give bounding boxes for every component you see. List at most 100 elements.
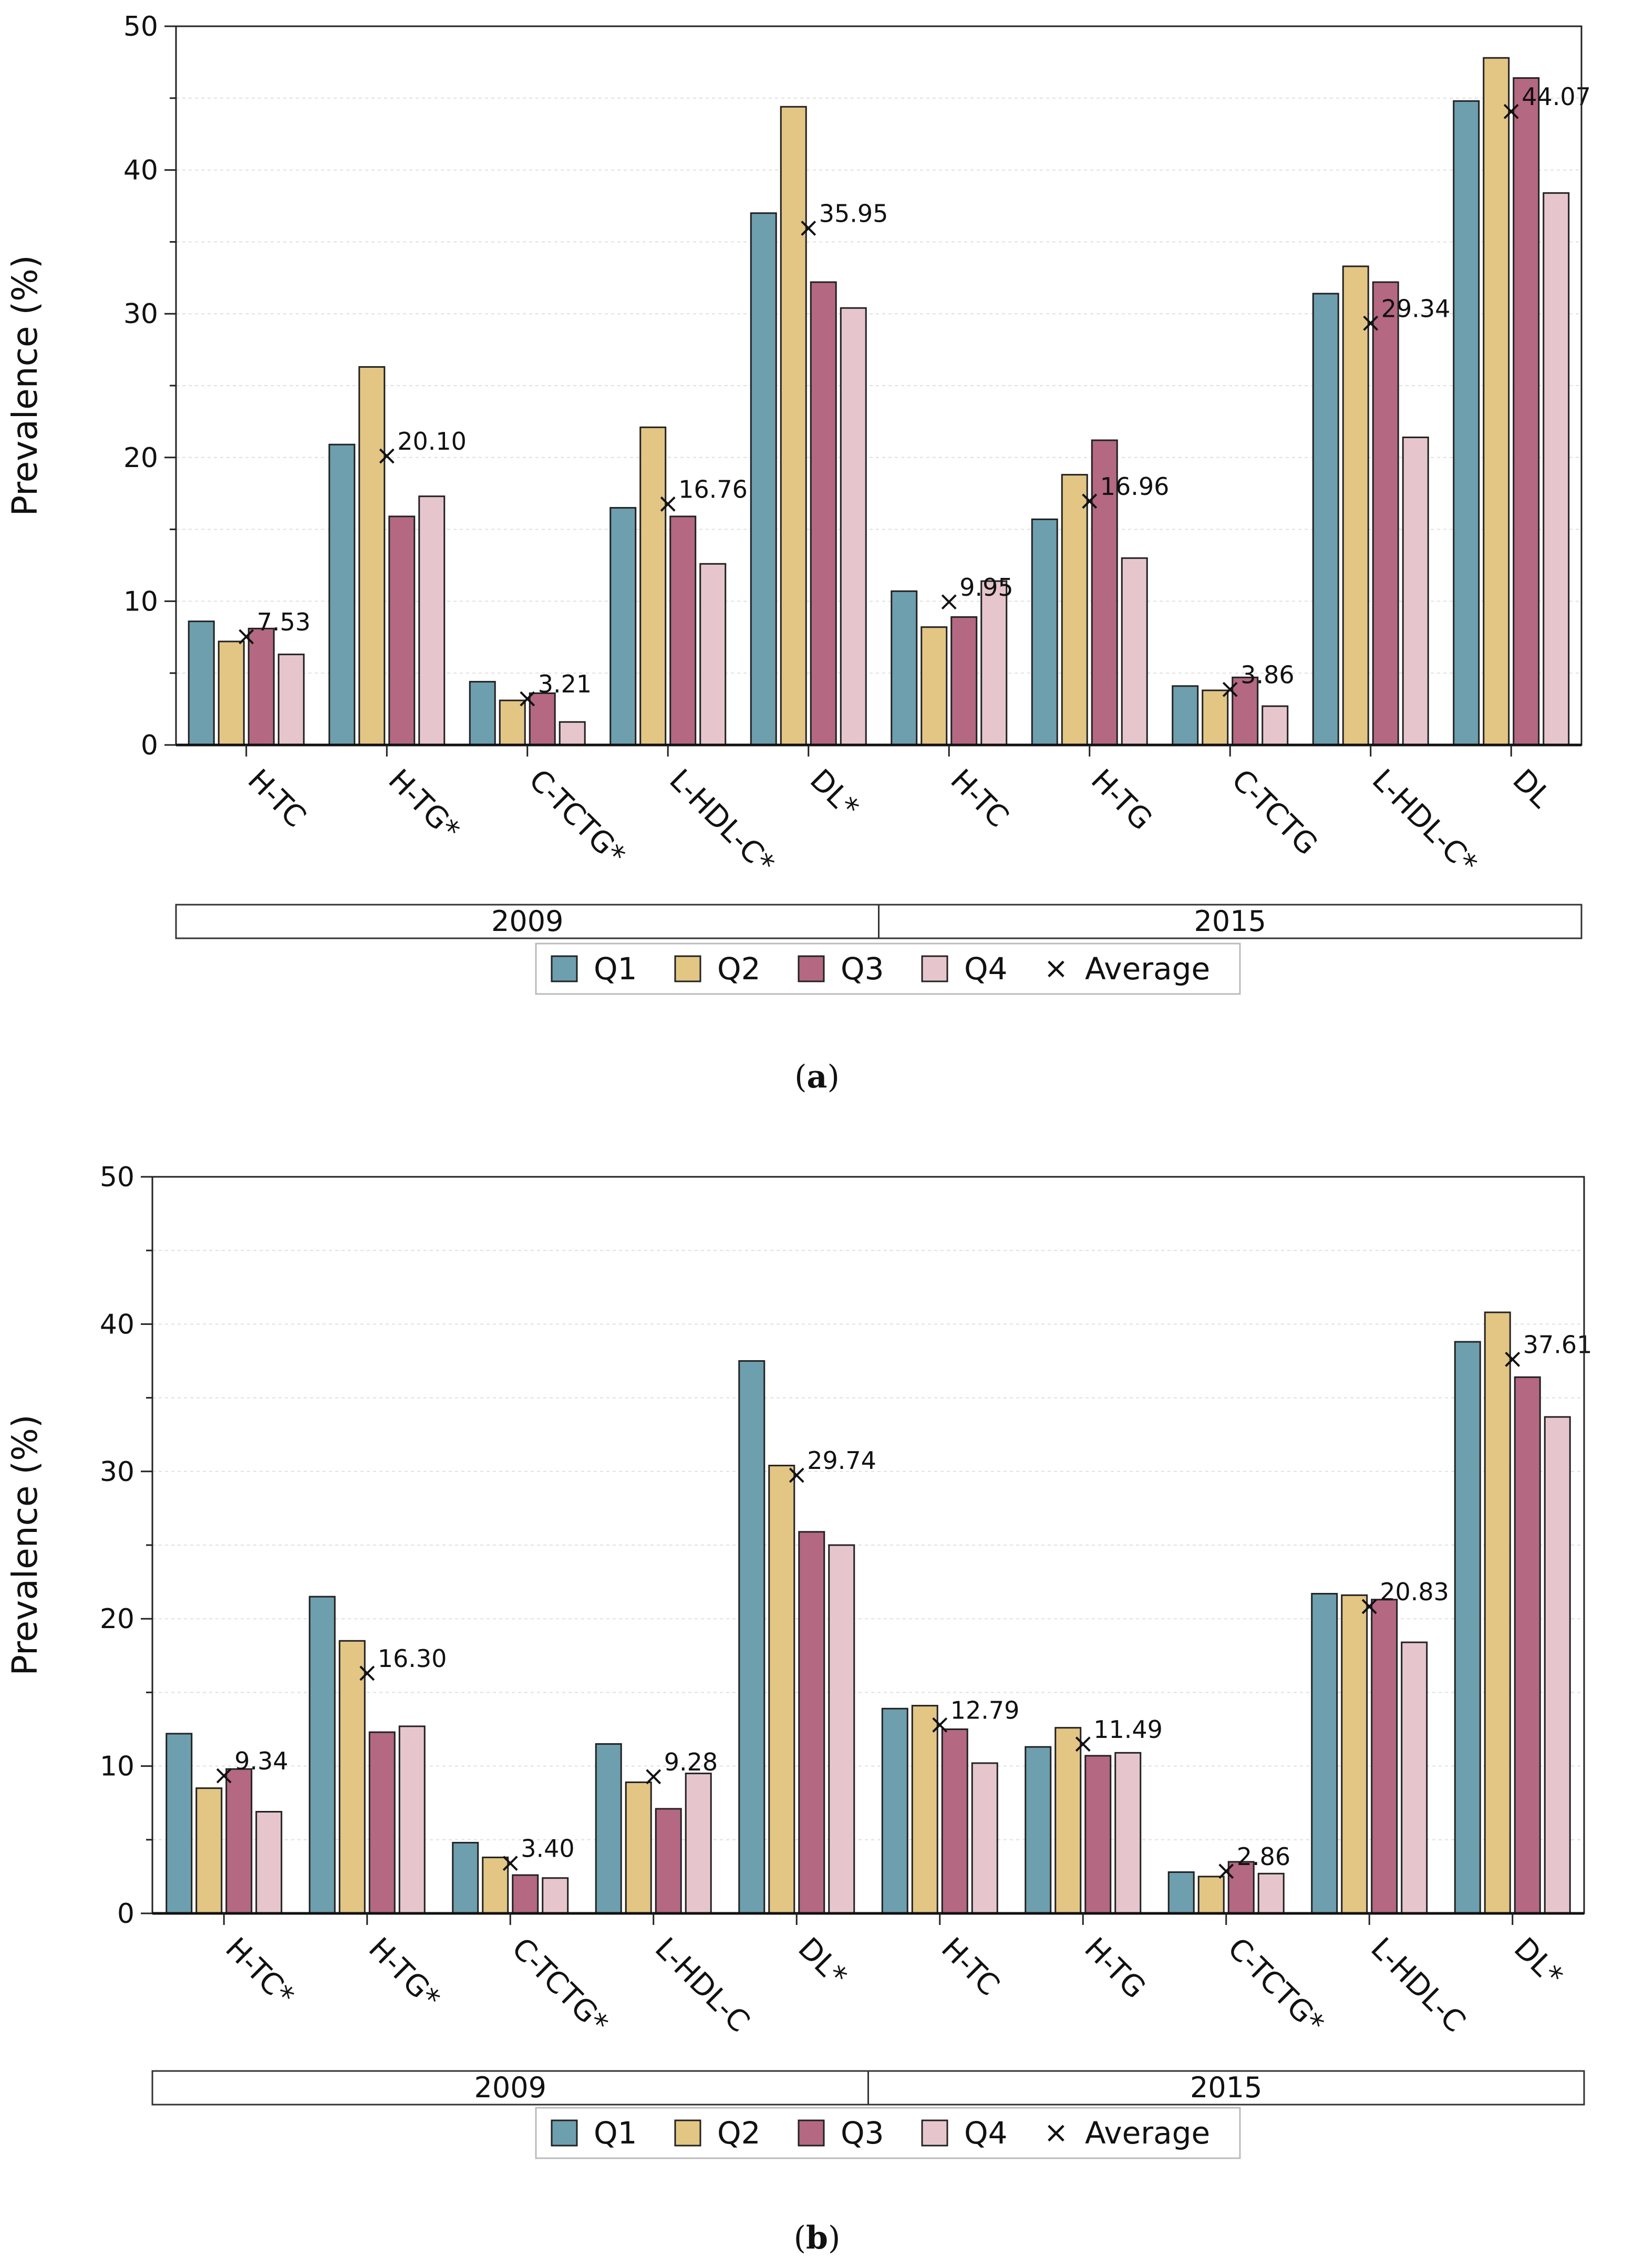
- y-tick-label-5: 50: [123, 11, 158, 43]
- x-tick-label-0: H-TC: [241, 763, 313, 834]
- bar-q1-5: [891, 590, 918, 746]
- x-tick-label-9: DL*: [1507, 1931, 1569, 1993]
- average-marker-3: [646, 1769, 661, 1785]
- average-marker-5: [932, 1717, 948, 1733]
- panel-b: 9.34 16.30 3.40 9.28 29.74 12.79 11.49 2.86 20.8…: [0, 1135, 1634, 2268]
- bar-q2-3: [639, 426, 667, 746]
- group-box-1: [867, 2070, 1585, 2106]
- bar-q1-4: [738, 1360, 766, 1914]
- average-marker-7: [1222, 681, 1238, 697]
- caption-close: ): [828, 2220, 840, 2256]
- x-tick-label-3: L-HDL-C*: [663, 763, 781, 881]
- bar-q2-7: [1202, 689, 1229, 746]
- caption-close: ): [827, 1059, 839, 1095]
- bar-q2-6: [1061, 474, 1088, 746]
- bar-q4-3: [685, 1773, 712, 1914]
- caption-letter: a: [807, 1059, 828, 1095]
- bar-q4-4: [828, 1544, 855, 1914]
- legend-label-q4: Q4: [964, 2115, 1008, 2151]
- bar-q2-4: [768, 1465, 795, 1914]
- x-tick-label-7: C-TCTG: [1225, 763, 1324, 862]
- bar-q2-4: [780, 106, 807, 746]
- bar-q1-0: [188, 620, 215, 746]
- bar-q1-1: [328, 443, 356, 746]
- bar-q1-8: [1311, 1593, 1338, 1914]
- average-label-0: 9.34: [234, 1747, 288, 1775]
- average-marker-8: [1361, 1599, 1377, 1614]
- bar-q3-8: [1372, 281, 1399, 746]
- bar-q4-5: [980, 580, 1008, 746]
- bar-q3-0: [225, 1768, 253, 1914]
- bar-q4-2: [559, 721, 586, 746]
- average-label-6: 11.49: [1093, 1715, 1163, 1744]
- average-marker-8: [1363, 315, 1379, 331]
- bar-q2-9: [1483, 57, 1510, 746]
- bar-q4-3: [699, 563, 727, 746]
- bar-q3-4: [810, 281, 837, 746]
- bar-q4-5: [971, 1762, 998, 1914]
- y-tick-label-1: 10: [100, 1751, 135, 1783]
- average-marker-9: [1503, 103, 1519, 119]
- y-tick-label-4: 40: [123, 155, 158, 187]
- group-label-0: 2009: [491, 905, 563, 938]
- average-marker-1: [359, 1665, 375, 1681]
- legend-swatch-q1: [551, 2119, 578, 2147]
- bar-q3-2: [529, 692, 556, 746]
- bar-q1-2: [452, 1841, 479, 1914]
- average-label-8: 20.83: [1380, 1578, 1449, 1606]
- bar-q1-9: [1454, 1341, 1481, 1914]
- average-marker-6: [1075, 1736, 1091, 1752]
- y-tick-label-4: 40: [100, 1309, 135, 1340]
- panel-caption: (a): [794, 1059, 840, 1095]
- y-tick-label-5: 50: [100, 1162, 135, 1193]
- bar-q3-8: [1371, 1599, 1398, 1914]
- bar-q3-3: [655, 1808, 682, 1914]
- bar-q3-1: [368, 1731, 396, 1914]
- panel-a: 7.53 20.10 3.21 16.76 35.95 9.95 16.96 3.86 29.3…: [5, 11, 1591, 1095]
- bar-q1-7: [1167, 1871, 1195, 1914]
- bar-q2-5: [911, 1705, 938, 1914]
- x-tick-label-5: H-TC: [935, 1931, 1006, 2003]
- bar-q1-3: [595, 1743, 622, 1914]
- average-label-6: 16.96: [1100, 472, 1170, 501]
- x-tick-label-1: H-TG*: [381, 763, 466, 847]
- legend-box: [535, 2107, 1241, 2159]
- bar-q4-7: [1261, 705, 1289, 746]
- y-tick-label-0: 0: [141, 730, 158, 761]
- average-label-5: 12.79: [950, 1696, 1020, 1724]
- bar-q1-6: [1025, 1746, 1052, 1914]
- bar-q1-9: [1453, 100, 1480, 746]
- bar-q4-0: [255, 1811, 283, 1914]
- y-axis-label: Prevalence (%): [5, 255, 45, 516]
- bar-q3-4: [798, 1531, 825, 1914]
- average-marker-9: [1505, 1352, 1521, 1367]
- bar-q1-0: [166, 1733, 193, 1914]
- average-label-7: 3.86: [1240, 660, 1294, 689]
- average-marker-7: [1218, 1863, 1234, 1879]
- bar-q4-8: [1401, 1641, 1428, 1914]
- bar-q4-2: [542, 1877, 569, 1914]
- group-label-0: 2009: [474, 2071, 546, 2104]
- legend-label-q1: Q1: [594, 2115, 637, 2151]
- legend-label-q3: Q3: [841, 2115, 884, 2151]
- bar-q4-8: [1402, 436, 1429, 746]
- bar-q2-2: [499, 699, 526, 746]
- caption-open: (: [794, 2220, 806, 2256]
- legend-swatch-q2: [674, 2119, 701, 2147]
- average-marker-0: [239, 629, 254, 645]
- average-marker-4: [789, 1467, 804, 1483]
- bar-q4-4: [840, 307, 867, 746]
- caption-open: (: [794, 1059, 806, 1095]
- bar-q3-2: [512, 1874, 539, 1914]
- caption-letter: b: [806, 2220, 828, 2256]
- x-tick-label-9: DL: [1506, 763, 1558, 815]
- y-tick-label-1: 10: [123, 586, 158, 617]
- average-marker-2: [502, 1856, 518, 1871]
- average-marker-5: [941, 594, 957, 610]
- average-label-2: 3.21: [538, 670, 592, 698]
- legend-swatch-q4: [921, 955, 948, 982]
- legend-swatch-q1: [551, 955, 578, 982]
- x-tick-label-6: H-TG: [1084, 763, 1159, 837]
- legend-swatch-q3: [798, 2119, 825, 2147]
- panel-caption: (b): [794, 2220, 841, 2256]
